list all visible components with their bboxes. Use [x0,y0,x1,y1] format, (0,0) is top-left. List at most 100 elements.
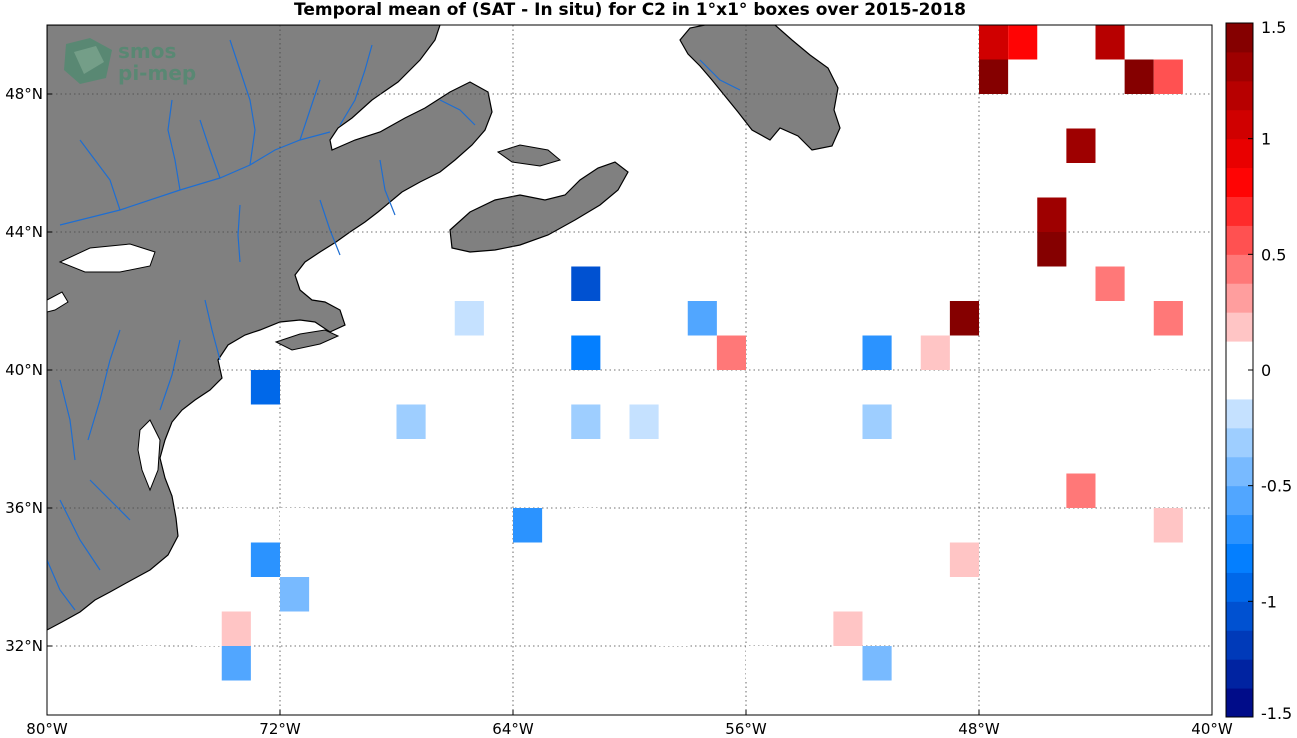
river [299,79,321,141]
colorbar-band [1226,398,1253,429]
anomaly-cell [862,404,892,439]
anomaly-cells [134,25,1183,681]
river [79,139,121,211]
anomaly-cell [1153,508,1183,543]
colorbar-band [1226,601,1253,631]
axis-labels: 80°W 72°W 64°W 56°W 48°W 40°W 48°N 44°N 40°N 36°N… [5,85,1233,738]
north-america-landmass [47,25,493,631]
anomaly-cell [1037,197,1067,232]
colorbar-band [1226,23,1253,53]
land-layer [47,25,841,631]
colorbar-band [1226,254,1253,284]
lon-tick-label: 48°W [958,720,1000,738]
colorbar-band [1226,109,1253,140]
colorbar-band [1226,370,1253,400]
river [47,559,76,611]
anomaly-cell [833,646,863,681]
colorbar-band [1226,167,1253,197]
anomaly-cell [192,577,222,612]
river [699,59,741,91]
colorbar-tick-label: 1 [1261,130,1271,149]
smos-pi-mep-logo: smos pi-mep [64,38,196,85]
anomaly-cell [571,335,601,370]
anomaly-cell [775,577,805,612]
anomaly-cell [221,646,251,681]
prince-edward-island [496,144,562,167]
colorbar-band [1226,196,1253,226]
lat-tick-label: 48°N [5,85,43,103]
anomaly-cell [571,266,601,301]
lon-tick-label: 64°W [492,720,534,738]
colorbar-band [1226,427,1253,458]
river [59,499,101,571]
anomaly-cell [862,646,892,681]
river [439,99,476,126]
anomaly-cell [716,335,746,370]
anomaly-cell [1095,25,1125,60]
colorbar-tick-label: -0.5 [1261,477,1292,496]
colorbar-band [1226,456,1253,487]
anomaly-cell [280,508,310,543]
anomaly-cell [1124,59,1154,94]
lat-tick-label: 40°N [5,361,43,379]
river [229,39,256,166]
river [59,131,331,226]
lon-tick-label: 80°W [26,720,68,738]
river [199,119,221,179]
lat-tick-label: 36°N [5,499,43,517]
river-layer [47,39,741,611]
anomaly-cell [1066,128,1096,163]
anomaly-cell [600,266,630,301]
river [167,99,181,191]
anomaly-cell [221,611,251,646]
colorbar-band [1226,225,1253,255]
anomaly-cell [192,611,222,646]
anomaly-cell [571,508,601,543]
anomaly-cell [1153,59,1183,94]
anomaly-cell [920,335,950,370]
lon-tick-label: 56°W [725,720,767,738]
anomaly-cell [1008,25,1038,60]
anomaly-cell [1153,301,1183,336]
colorbar-band [1226,51,1253,82]
anomaly-cell [746,646,776,681]
lon-tick-label: 72°W [259,720,301,738]
colorbar-band [1226,138,1253,169]
anomaly-cell [658,611,688,646]
anomaly-cell [1153,370,1183,405]
anomaly-cell [949,301,979,336]
colorbar-band [1226,283,1253,313]
river [379,159,396,216]
anomaly-cell [949,542,979,577]
anomaly-cell [629,404,659,439]
colorbar-tick-label: 0 [1261,361,1271,380]
river [204,299,221,361]
anomaly-cell [833,611,863,646]
anomaly-cell [629,335,659,370]
colorbar-band [1226,514,1253,544]
anomaly-cell [862,335,892,370]
anomaly-cell [280,577,310,612]
anomaly-cell [134,646,164,681]
colorbar-tick-label: 1.5 [1261,18,1286,37]
river [59,379,76,461]
lat-tick-label: 44°N [5,223,43,241]
colorbar-band [1226,341,1253,371]
lon-tick-label: 40°W [1191,720,1233,738]
river [237,204,241,263]
map-title: Temporal mean of (SAT - In situ) for C2 … [294,0,966,20]
logo-line-2: pi-mep [118,61,196,85]
anomaly-cell [979,25,1009,60]
colorbar-band [1226,312,1253,342]
anomaly-cell [1037,232,1067,267]
colorbar-band [1226,688,1253,718]
colorbar-tick-label: -1.5 [1261,704,1292,723]
colorbar-band [1226,485,1253,516]
logo-line-1: smos [118,39,176,63]
colorbar-band [1226,543,1253,573]
chesapeake-bay [137,419,161,492]
river [159,339,181,411]
anomaly-cell [454,301,484,336]
anomaly-cell [1095,266,1125,301]
